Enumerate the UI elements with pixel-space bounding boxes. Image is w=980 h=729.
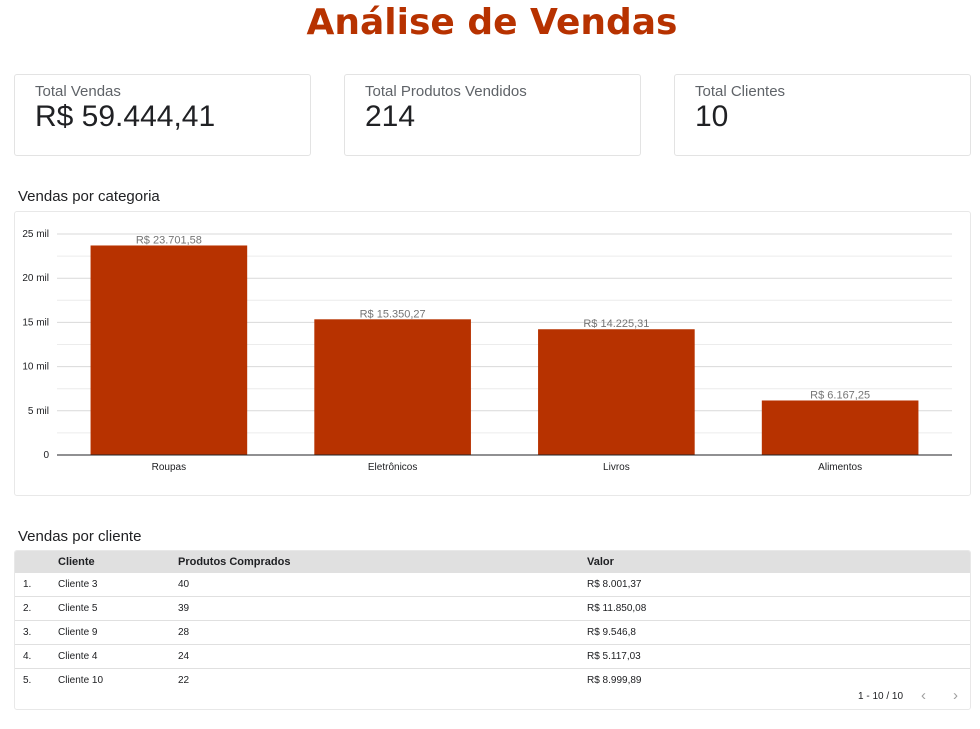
table-row[interactable]: 3. Cliente 9 28 R$ 9.546,8 bbox=[15, 621, 970, 645]
cell-produtos: 40 bbox=[178, 579, 190, 590]
bar-chart-card: 0 5 mil 10 mil 15 mil 20 mil 25 mil R$ 23.701,… bbox=[14, 211, 971, 496]
bar-value-label: R$ 6.167,25 bbox=[810, 389, 870, 401]
cell-valor: R$ 8.001,37 bbox=[587, 579, 642, 590]
bar-1[interactable] bbox=[314, 319, 471, 455]
cell-valor: R$ 11.850,08 bbox=[587, 603, 647, 614]
table-row[interactable]: 5. Cliente 10 22 R$ 8.999,89 bbox=[15, 669, 970, 693]
bar-3[interactable] bbox=[761, 400, 919, 455]
kpi-label: Total Clientes bbox=[695, 83, 786, 100]
cell-cliente: Cliente 5 bbox=[58, 603, 98, 614]
cell-valor: R$ 5.117,03 bbox=[587, 651, 641, 662]
table-header: Cliente Produtos Comprados Valor bbox=[15, 551, 970, 573]
row-index: 2. bbox=[23, 603, 32, 614]
table-row[interactable]: 2. Cliente 5 39 R$ 11.850,08 bbox=[15, 597, 970, 621]
row-index: 5. bbox=[23, 675, 32, 686]
x-category-label: Livros bbox=[603, 462, 630, 473]
cell-valor: R$ 9.546,8 bbox=[587, 627, 636, 638]
clients-table: Cliente Produtos Comprados Valor 1. Clien… bbox=[14, 550, 971, 710]
bar-value-label: R$ 14.225,31 bbox=[583, 318, 649, 330]
column-header-cliente[interactable]: Cliente bbox=[58, 556, 95, 568]
kpi-value: R$ 59.444,41 bbox=[35, 100, 216, 133]
cell-cliente: Cliente 4 bbox=[58, 651, 98, 662]
y-tick-label: 20 mil bbox=[22, 273, 49, 284]
cell-valor: R$ 8.999,89 bbox=[587, 675, 642, 686]
y-tick-label: 25 mil bbox=[22, 229, 49, 240]
chevron-right-icon[interactable]: › bbox=[953, 687, 958, 704]
table-row[interactable]: 4. Cliente 4 24 R$ 5.117,03 bbox=[15, 645, 970, 669]
x-category-label: Eletrônicos bbox=[368, 462, 417, 473]
y-tick-label: 10 mil bbox=[22, 362, 49, 373]
bar-0[interactable] bbox=[90, 245, 248, 455]
chart-section-title: Vendas por categoria bbox=[18, 188, 160, 205]
cell-produtos: 24 bbox=[178, 651, 190, 662]
kpi-label: Total Produtos Vendidos bbox=[365, 83, 527, 100]
x-category-label: Roupas bbox=[152, 462, 186, 473]
row-index: 3. bbox=[23, 627, 32, 638]
y-tick-label: 0 bbox=[43, 450, 49, 461]
x-category-label: Alimentos bbox=[818, 462, 862, 473]
kpi-label: Total Vendas bbox=[35, 83, 121, 100]
bar-value-label: R$ 23.701,58 bbox=[136, 234, 202, 246]
page-title: Análise de Vendas bbox=[306, 2, 678, 43]
row-index: 1. bbox=[23, 579, 32, 590]
cell-produtos: 39 bbox=[178, 603, 190, 614]
cell-cliente: Cliente 10 bbox=[58, 675, 104, 686]
bar-value-label: R$ 15.350,27 bbox=[360, 308, 426, 320]
chevron-left-icon[interactable]: ‹ bbox=[921, 687, 926, 704]
kpi-value: 10 bbox=[695, 100, 729, 133]
kpi-card-total-vendas: Total Vendas R$ 59.444,41 bbox=[14, 74, 311, 156]
cell-cliente: Cliente 3 bbox=[58, 579, 98, 590]
bar-chart: 0 5 mil 10 mil 15 mil 20 mil 25 mil R$ 23.701,… bbox=[22, 229, 952, 473]
y-tick-label: 5 mil bbox=[28, 406, 49, 417]
kpi-card-total-produtos: Total Produtos Vendidos 214 bbox=[344, 74, 641, 156]
table-section-title: Vendas por cliente bbox=[18, 528, 142, 545]
kpi-value: 214 bbox=[365, 100, 416, 133]
column-header-produtos[interactable]: Produtos Comprados bbox=[178, 556, 291, 568]
kpi-card-total-clientes: Total Clientes 10 bbox=[674, 74, 971, 156]
cell-produtos: 22 bbox=[178, 675, 190, 686]
column-header-valor[interactable]: Valor bbox=[587, 556, 614, 568]
row-index: 4. bbox=[23, 651, 32, 662]
table-row[interactable]: 1. Cliente 3 40 R$ 8.001,37 bbox=[15, 573, 970, 597]
bar-2[interactable] bbox=[538, 329, 695, 455]
cell-produtos: 28 bbox=[178, 627, 190, 638]
y-tick-label: 15 mil bbox=[22, 317, 49, 328]
pagination-label: 1 - 10 / 10 bbox=[858, 691, 904, 702]
cell-cliente: Cliente 9 bbox=[58, 627, 98, 638]
